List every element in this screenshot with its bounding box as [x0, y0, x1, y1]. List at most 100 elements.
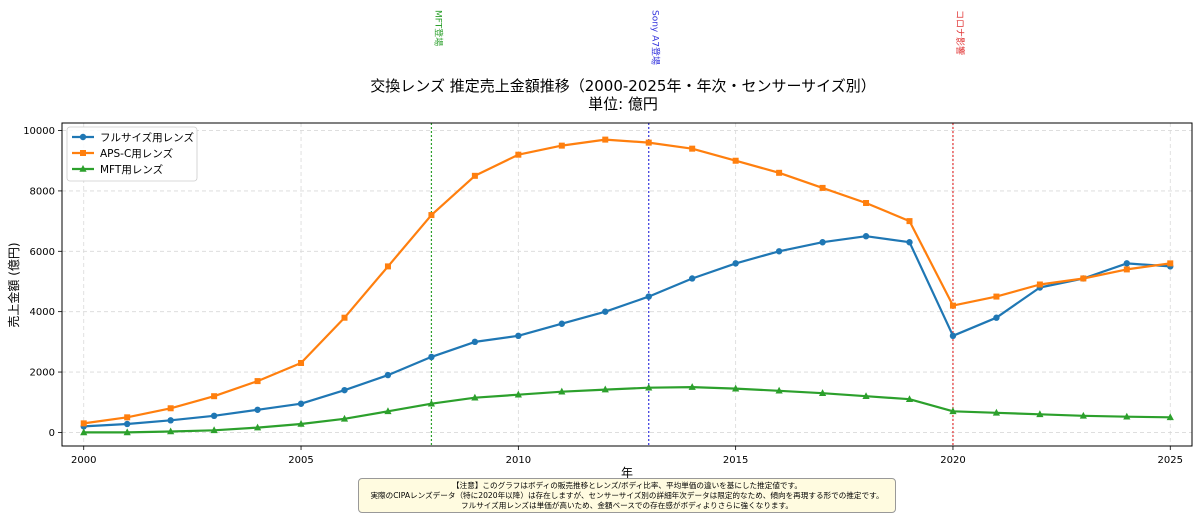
data-point — [863, 199, 870, 206]
data-point — [645, 383, 653, 391]
data-point — [167, 427, 175, 435]
data-point — [384, 371, 392, 379]
data-point — [254, 406, 261, 413]
event-label: コロナ影響 — [954, 10, 966, 55]
data-point — [1080, 275, 1087, 282]
chart-subtitle: 単位: 億円 — [588, 95, 658, 113]
data-point — [515, 332, 522, 340]
data-point — [1167, 260, 1174, 267]
data-point — [906, 239, 913, 246]
y-tick-label: 10000 — [23, 126, 55, 137]
data-point — [862, 392, 870, 399]
data-point — [732, 260, 739, 267]
data-point — [210, 426, 218, 434]
data-point — [384, 407, 392, 415]
x-tick-label: 2000 — [71, 455, 96, 466]
data-point — [254, 378, 261, 385]
y-tick-label: 8000 — [30, 186, 55, 197]
data-point — [298, 359, 305, 366]
legend-marker — [79, 133, 87, 141]
data-point — [558, 320, 566, 327]
legend-label: MFT用レンズ — [100, 163, 163, 176]
legend-label: フルサイズ用レンズ — [100, 131, 194, 144]
event-label: Sony A7登場 — [650, 10, 662, 65]
x-tick-label: 2025 — [1158, 455, 1183, 466]
data-point — [123, 420, 131, 428]
data-point — [514, 390, 522, 398]
data-point — [384, 263, 391, 270]
data-point — [427, 399, 436, 407]
x-tick-label: 2020 — [940, 455, 965, 466]
x-axis-label: 年 — [621, 466, 633, 480]
data-point — [775, 386, 783, 394]
data-point — [428, 212, 435, 219]
data-point — [1123, 266, 1130, 273]
data-point — [558, 142, 565, 149]
y-tick-label: 2000 — [30, 368, 55, 379]
series-line — [83, 138, 1171, 425]
legend-marker — [79, 165, 87, 172]
data-point — [949, 332, 957, 340]
disclaimer-note: 【注意】このグラフはボディの販売推移とレンズ/ボディ比率、平均単価の違いを基にし… — [358, 478, 896, 513]
legend-label: APS-C用レンズ — [100, 147, 173, 160]
data-point — [992, 408, 1001, 416]
legend: フルサイズ用レンズ APS-C用レンズ MFT用レンズ — [66, 126, 198, 182]
data-point — [819, 239, 826, 246]
note-line-1: 【注意】このグラフはボディの販売推移とレンズ/ボディ比率、平均単価の違いを基にし… — [452, 481, 802, 490]
data-point — [601, 385, 609, 393]
data-point — [775, 248, 783, 255]
chart-title: 交換レンズ 推定売上金額推移（2000-2025年・年次・センサーサイズ別） — [370, 77, 875, 95]
data-point — [515, 151, 522, 158]
data-point — [818, 389, 827, 396]
data-point — [1036, 410, 1044, 418]
note-line-3: フルサイズ用レンズは単価が高いため、金額ベースでの存在感がボディよりさらに強くな… — [461, 501, 793, 510]
data-point — [297, 400, 305, 407]
y-tick-label: 4000 — [30, 307, 55, 318]
data-point — [949, 302, 956, 309]
data-point — [645, 139, 652, 146]
y-tick-label: 0 — [49, 428, 55, 439]
data-point — [558, 387, 566, 395]
data-point — [645, 293, 652, 300]
data-point — [1036, 281, 1043, 288]
data-point — [688, 275, 696, 282]
data-point — [1166, 413, 1174, 421]
data-point — [80, 420, 87, 427]
data-point — [471, 172, 478, 179]
data-point — [471, 393, 479, 401]
plot-area — [61, 122, 1193, 447]
data-point — [732, 157, 739, 164]
data-point — [340, 414, 349, 422]
y-tick-label: 6000 — [30, 247, 55, 258]
data-point — [689, 145, 696, 152]
note-line-2: 実際のCIPAレンズデータ（特に2020年以降）は存在しますが、センサーサイズ別… — [370, 491, 884, 500]
data-point — [341, 386, 348, 394]
data-point — [428, 353, 435, 361]
data-point — [123, 428, 131, 436]
series-line — [83, 386, 1171, 434]
data-point — [341, 314, 348, 321]
data-point — [210, 412, 218, 420]
data-point — [906, 218, 913, 225]
data-point — [905, 395, 914, 403]
x-tick-label: 2015 — [723, 455, 748, 466]
legend-frame — [66, 126, 198, 182]
data-point — [993, 314, 1000, 321]
legend-marker — [80, 150, 86, 156]
data-point — [1123, 412, 1131, 420]
data-point — [253, 423, 262, 431]
data-point — [949, 407, 957, 415]
data-point — [167, 417, 174, 424]
data-point — [471, 338, 479, 346]
data-point — [732, 384, 740, 392]
series-line — [83, 235, 1171, 428]
data-point — [1079, 411, 1087, 419]
data-point — [602, 308, 609, 315]
data-point — [776, 169, 783, 176]
data-point — [602, 136, 609, 143]
x-tick-label: 2010 — [506, 455, 531, 466]
data-point — [167, 405, 174, 412]
y-axis-label: 売上金額 (億円) — [6, 242, 21, 327]
data-point — [297, 419, 305, 427]
